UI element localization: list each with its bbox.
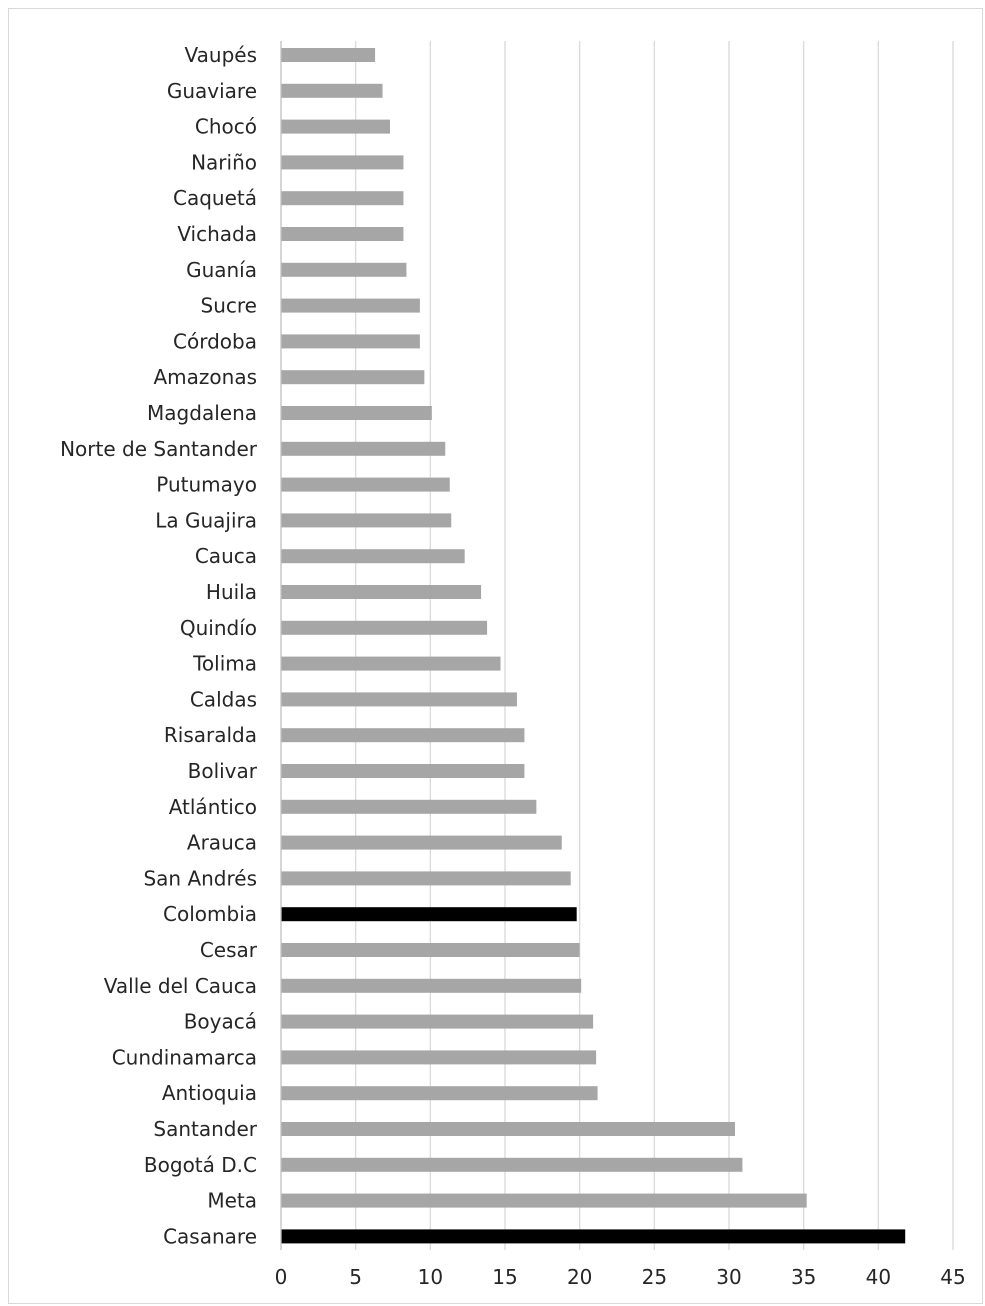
bar-caquet- [281, 191, 404, 206]
category-label-nari-o: Nariño [191, 150, 257, 174]
bars [281, 48, 906, 1244]
category-label-antioquia: Antioquia [162, 1081, 257, 1105]
category-label-arauca: Arauca [187, 831, 257, 855]
bar-vaup-s [281, 48, 376, 62]
bar-casanare [281, 1229, 906, 1244]
category-label-huila: Huila [206, 580, 257, 604]
bar-choc- [281, 119, 391, 134]
category-label-choc-: Chocó [195, 115, 257, 139]
category-label-meta: Meta [207, 1189, 257, 1213]
category-label-valle-del-cauca: Valle del Cauca [104, 974, 257, 998]
bar-bolivar [281, 764, 525, 778]
bar-nari-o [281, 155, 404, 170]
bar-guan-a [281, 262, 407, 277]
x-tick-label-10: 10 [418, 1265, 443, 1289]
bar-chart: Vaupés Guaviare Chocó Nariño Caquetá Vichada G… [60, 41, 966, 1289]
category-label-colombia: Colombia [163, 902, 257, 926]
bar-colombia [281, 907, 577, 922]
x-tick-label-45: 45 [940, 1265, 965, 1289]
category-label-san-andr-s: San Andrés [143, 866, 257, 890]
category-label-caldas: Caldas [190, 687, 257, 711]
x-tick-label-30: 30 [716, 1265, 741, 1289]
category-label-caquet-: Caquetá [173, 186, 257, 210]
category-label-cauca: Cauca [195, 544, 257, 568]
tick-labels: 0 5 10 15 20 25 30 35 40 45 [275, 1265, 966, 1289]
bar-risaralda [281, 728, 525, 743]
x-tick-label-25: 25 [642, 1265, 667, 1289]
category-label-quind-o: Quindío [180, 616, 257, 640]
category-labels: Vaupés Guaviare Chocó Nariño Caquetá Vichada G… [60, 43, 258, 1248]
category-label-magdalena: Magdalena [147, 401, 257, 425]
bar-bogot-d-c [281, 1157, 743, 1172]
bar-antioquia [281, 1086, 598, 1101]
x-tick-label-40: 40 [866, 1265, 891, 1289]
bar-c-rdoba [281, 334, 420, 349]
bar-cauca [281, 549, 465, 564]
category-label-cesar: Cesar [200, 938, 258, 962]
x-tick-label-5: 5 [349, 1265, 362, 1289]
category-label-amazonas: Amazonas [153, 365, 257, 389]
x-tick-label-35: 35 [791, 1265, 816, 1289]
bar-sucre [281, 298, 420, 313]
category-label-bogot-d-c: Bogotá D.C [144, 1153, 257, 1177]
bar-cundinamarca [281, 1050, 597, 1065]
bar-meta [281, 1193, 807, 1208]
x-tick-label-0: 0 [275, 1265, 288, 1289]
x-tick-label-20: 20 [567, 1265, 592, 1289]
bar-huila [281, 585, 482, 599]
bar-norte-de-santander [281, 441, 446, 456]
bar-cesar [281, 943, 580, 957]
bar-arauca [281, 835, 562, 850]
category-label-atl-ntico: Atlántico [169, 795, 257, 819]
category-label-vichada: Vichada [177, 222, 257, 246]
category-label-casanare: Casanare [163, 1224, 257, 1248]
category-label-sucre: Sucre [201, 294, 257, 318]
bar-valle-del-cauca [281, 978, 582, 993]
bar-san-andr-s [281, 871, 571, 886]
category-label-cundinamarca: Cundinamarca [112, 1045, 257, 1069]
gridlines [355, 41, 954, 1250]
category-label-c-rdoba: Córdoba [173, 329, 257, 353]
bar-quind-o [281, 620, 488, 635]
bar-vichada [281, 227, 404, 241]
category-label-bolivar: Bolivar [188, 759, 258, 783]
category-label-norte-de-santander: Norte de Santander [60, 437, 258, 461]
bar-guaviare [281, 83, 383, 98]
category-label-santander: Santander [153, 1117, 257, 1141]
bar-magdalena [281, 406, 432, 420]
bar-putumayo [281, 477, 450, 492]
chart-frame: Vaupés Guaviare Chocó Nariño Caquetá Vichada G… [8, 8, 983, 1304]
bar-caldas [281, 692, 517, 707]
category-label-guan-a: Guanía [186, 258, 257, 282]
x-tick-label-15: 15 [492, 1265, 517, 1289]
category-label-guaviare: Guaviare [167, 79, 257, 103]
category-label-tolima: Tolima [192, 652, 257, 676]
bar-atl-ntico [281, 799, 537, 814]
category-label-la-guajira: La Guajira [155, 508, 257, 532]
bar-santander [281, 1122, 735, 1136]
category-label-boyac-: Boyacá [184, 1010, 257, 1034]
bar-la-guajira [281, 513, 452, 528]
category-label-risaralda: Risaralda [164, 723, 257, 747]
category-label-vaup-s: Vaupés [185, 43, 257, 67]
bar-boyac- [281, 1014, 594, 1029]
bar-amazonas [281, 370, 425, 385]
category-label-putumayo: Putumayo [156, 473, 257, 497]
bar-tolima [281, 656, 501, 671]
